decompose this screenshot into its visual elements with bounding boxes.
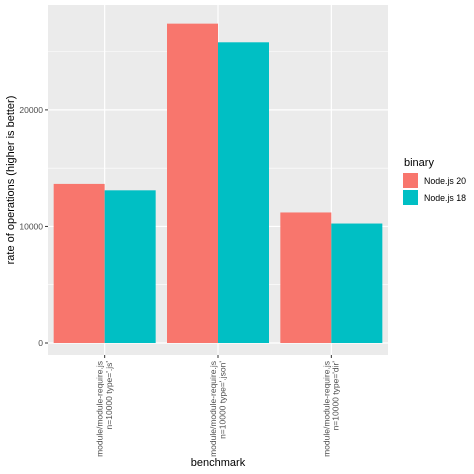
bar-node-js-20-2 <box>167 23 218 343</box>
legend-label-1: Node.js 20 <box>424 176 466 186</box>
y-axis: 0 10000 20000 <box>19 105 48 348</box>
bar-node-js-20-3 <box>280 212 332 343</box>
x-tick-label: module/module-require.jsn=10000 type='.j… <box>208 361 227 457</box>
bars <box>53 23 383 344</box>
legend-label-2: Node.js 18 <box>424 193 466 203</box>
y-axis-title: rate of operations (higher is better) <box>5 96 17 265</box>
x-axis: module/module-require.jsn=10000 type='.j… <box>95 355 341 457</box>
x-tick-label: module/module-require.jsn=10000 type='di… <box>321 361 340 457</box>
legend-key-2 <box>403 190 418 205</box>
bar-node-js-20-1 <box>53 183 105 343</box>
x-axis-title: benchmark <box>191 457 246 469</box>
x-tick-label: module/module-require.jsn=10000 type='.j… <box>95 361 114 457</box>
y-tick-label: 20000 <box>19 105 43 115</box>
bar-node-js-18-3 <box>331 223 383 343</box>
bar-node-js-18-2 <box>218 42 269 344</box>
y-tick-label: 10000 <box>19 221 43 231</box>
legend-title: binary <box>404 157 434 169</box>
legend: binary Node.js 20 Node.js 18 <box>403 157 466 205</box>
y-tick-label: 0 <box>38 338 43 348</box>
bar-node-js-18-1 <box>104 190 156 343</box>
legend-key-1 <box>403 173 418 188</box>
